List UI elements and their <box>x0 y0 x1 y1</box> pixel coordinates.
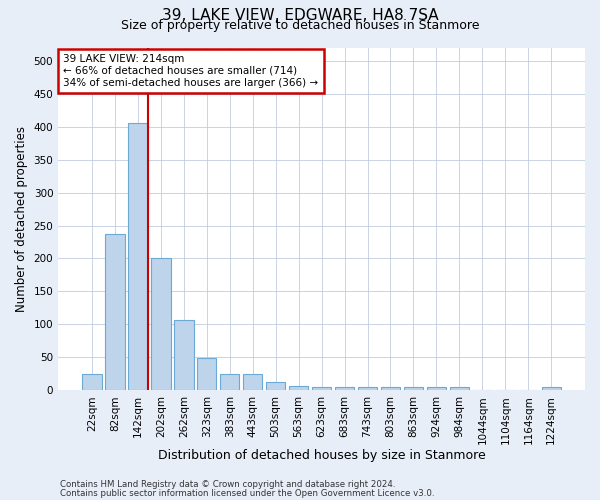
Bar <box>128 124 148 390</box>
Text: Size of property relative to detached houses in Stanmore: Size of property relative to detached ho… <box>121 19 479 32</box>
Bar <box>312 387 331 390</box>
Bar <box>542 387 561 390</box>
Bar <box>243 374 262 390</box>
Text: Contains public sector information licensed under the Open Government Licence v3: Contains public sector information licen… <box>60 488 434 498</box>
Bar <box>151 258 170 390</box>
Bar <box>449 387 469 390</box>
Text: 39 LAKE VIEW: 214sqm
← 66% of detached houses are smaller (714)
34% of semi-deta: 39 LAKE VIEW: 214sqm ← 66% of detached h… <box>64 54 319 88</box>
Bar <box>289 386 308 390</box>
Bar <box>82 374 101 390</box>
Bar <box>358 387 377 390</box>
Text: 39, LAKE VIEW, EDGWARE, HA8 7SA: 39, LAKE VIEW, EDGWARE, HA8 7SA <box>161 8 439 22</box>
Bar <box>427 387 446 390</box>
Bar <box>105 234 125 390</box>
Text: Contains HM Land Registry data © Crown copyright and database right 2024.: Contains HM Land Registry data © Crown c… <box>60 480 395 489</box>
Bar <box>381 387 400 390</box>
Bar <box>404 387 423 390</box>
Bar <box>335 387 355 390</box>
Bar <box>197 358 217 390</box>
X-axis label: Distribution of detached houses by size in Stanmore: Distribution of detached houses by size … <box>158 450 485 462</box>
Bar <box>266 382 286 390</box>
Bar <box>220 374 239 390</box>
Bar <box>174 320 194 390</box>
Y-axis label: Number of detached properties: Number of detached properties <box>15 126 28 312</box>
